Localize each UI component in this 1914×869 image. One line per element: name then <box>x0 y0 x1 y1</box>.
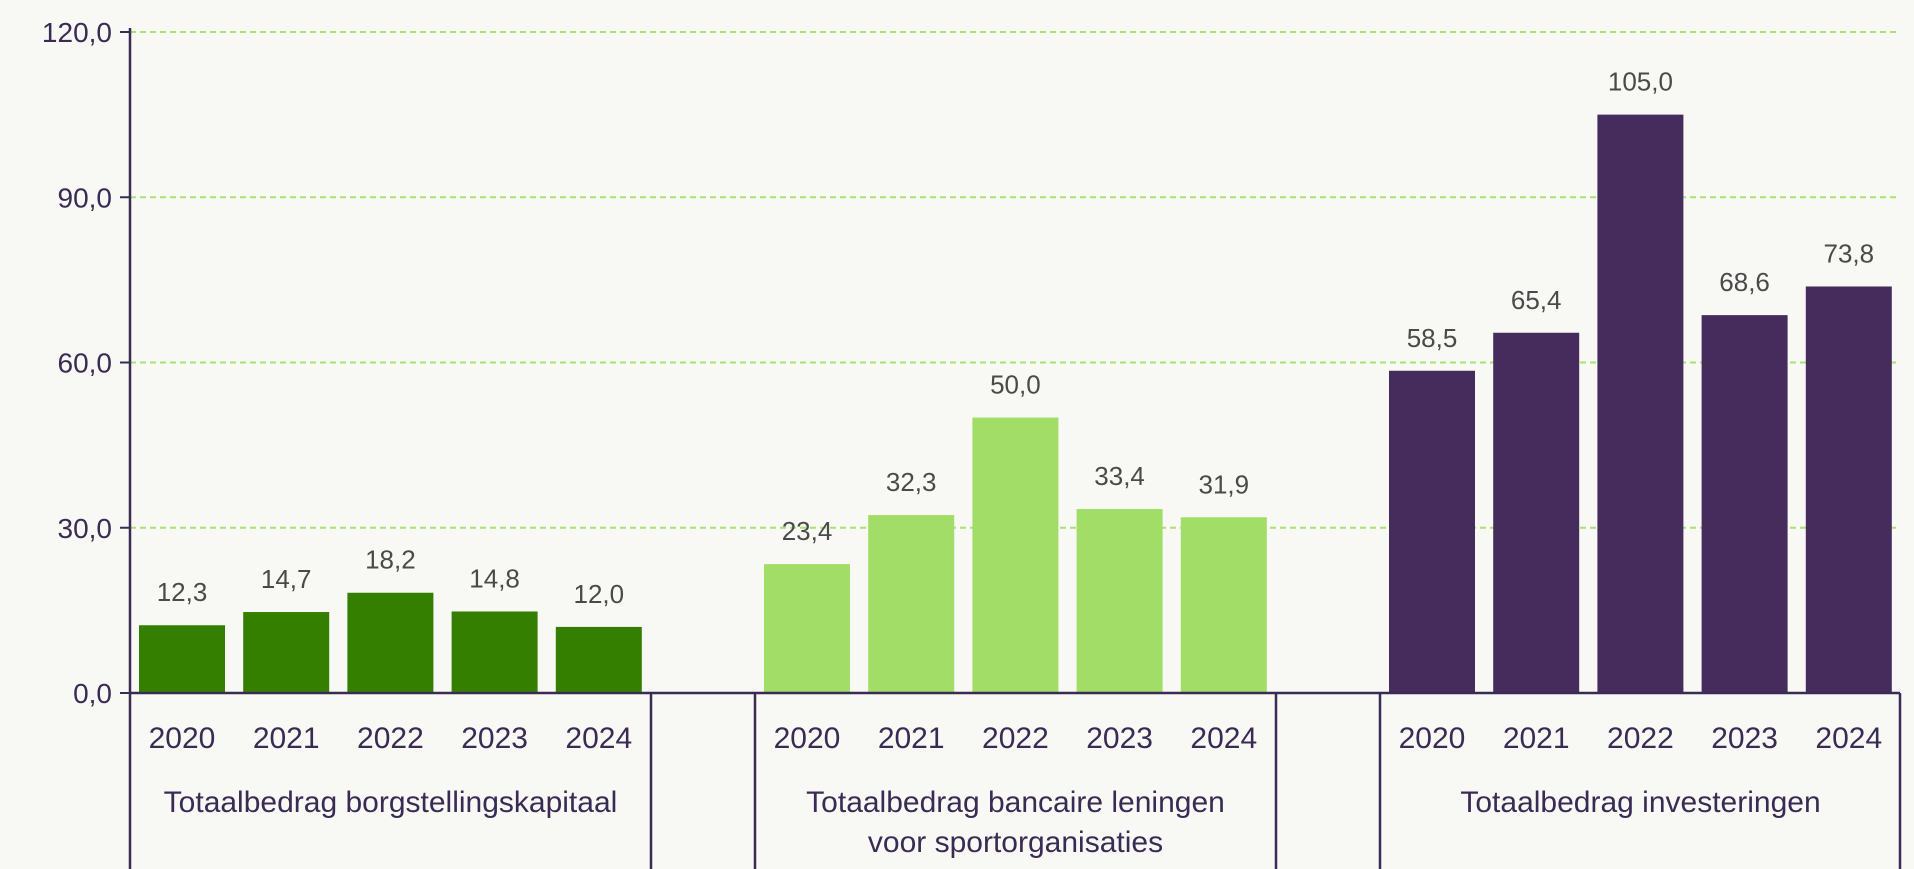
y-tick-label: 0,0 <box>73 678 112 709</box>
x-tick-label: 2023 <box>461 722 528 755</box>
group-label: Totaalbedrag investeringen <box>1460 786 1820 819</box>
value-label: 73,8 <box>1823 238 1874 268</box>
x-tick-label: 2021 <box>1503 722 1570 755</box>
bar <box>1389 370 1475 693</box>
bar <box>1805 286 1892 693</box>
y-tick-label: 60,0 <box>58 348 113 379</box>
bar <box>1597 114 1684 693</box>
labels: 0,0 30,0 60,0 90,0 120,0 12,3 2020 14,7 2021 18,2… <box>42 17 1882 859</box>
x-tick-label: 2021 <box>253 722 320 755</box>
bar <box>1493 332 1580 693</box>
value-label: 65,4 <box>1511 285 1562 315</box>
bar <box>1180 517 1267 693</box>
group-label: voor sportorganisaties <box>868 826 1163 859</box>
value-label: 23,4 <box>782 516 833 546</box>
x-tick-label: 2021 <box>878 722 945 755</box>
value-label: 58,5 <box>1407 323 1458 353</box>
value-label: 14,8 <box>469 563 520 593</box>
x-tick-label: 2020 <box>774 722 841 755</box>
value-label: 50,0 <box>990 370 1041 400</box>
x-tick-label: 2023 <box>1711 722 1778 755</box>
x-tick-label: 2020 <box>1399 722 1466 755</box>
y-tick-label: 90,0 <box>58 182 113 213</box>
y-tick-label: 120,0 <box>42 17 112 48</box>
x-tick-label: 2024 <box>1815 722 1882 755</box>
value-label: 18,2 <box>365 545 416 575</box>
group-label: Totaalbedrag borgstellingskapitaal <box>164 786 618 819</box>
group-label: Totaalbedrag bancaire leningen <box>806 786 1225 819</box>
bar <box>451 611 538 693</box>
value-label: 14,7 <box>261 564 312 594</box>
value-label: 33,4 <box>1094 461 1145 491</box>
x-tick-label: 2020 <box>149 722 216 755</box>
value-label: 68,6 <box>1719 267 1770 297</box>
x-tick-label: 2024 <box>565 722 632 755</box>
value-label: 12,0 <box>573 579 624 609</box>
x-tick-label: 2022 <box>357 722 424 755</box>
axes <box>120 28 1902 869</box>
value-label: 105,0 <box>1608 67 1673 97</box>
bar <box>347 592 434 693</box>
bar <box>555 626 642 693</box>
value-label: 31,9 <box>1198 469 1249 499</box>
bar <box>1076 509 1163 693</box>
x-tick-label: 2023 <box>1086 722 1153 755</box>
value-label: 12,3 <box>157 577 208 607</box>
bar <box>764 564 850 693</box>
x-tick-label: 2022 <box>1607 722 1674 755</box>
bar <box>868 515 955 693</box>
bar <box>243 612 330 693</box>
value-label: 32,3 <box>886 467 937 497</box>
bar <box>1701 315 1788 693</box>
y-tick-label: 30,0 <box>58 513 113 544</box>
bars <box>139 114 1892 693</box>
x-tick-label: 2024 <box>1190 722 1257 755</box>
bar <box>139 625 225 693</box>
x-tick-label: 2022 <box>982 722 1049 755</box>
bar <box>972 417 1059 693</box>
